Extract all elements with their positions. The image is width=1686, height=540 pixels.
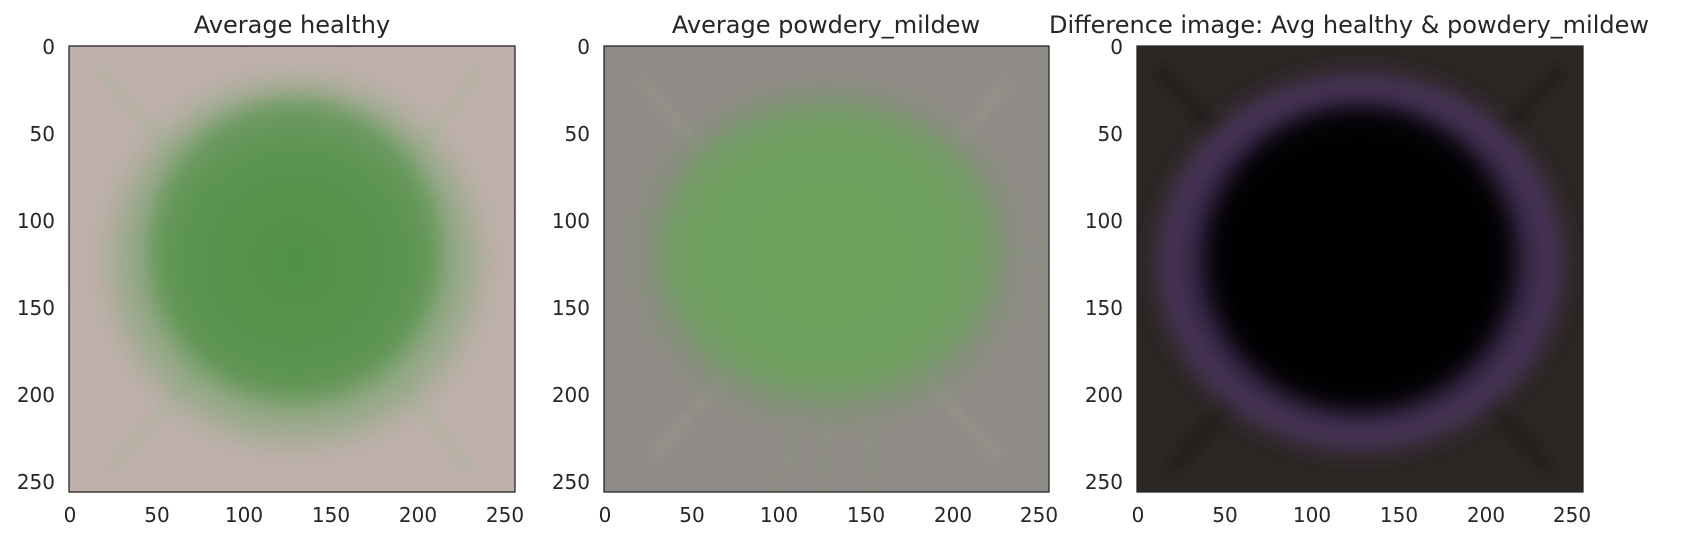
x-tick-label: 50 [1212, 503, 1237, 527]
difference-image [1137, 46, 1583, 492]
x-tick-label: 50 [144, 503, 169, 527]
x-tick-label: 150 [312, 503, 350, 527]
x-tick-label: 200 [934, 503, 972, 527]
panel-difference: Difference image: Avg healthy & powdery_… [1049, 11, 1649, 527]
y-tick-label: 150 [552, 296, 590, 320]
average-powdery-mildew-image [604, 46, 1049, 492]
x-tick-label: 100 [760, 503, 798, 527]
x-tick-label: 50 [679, 503, 704, 527]
y-tick-label: 250 [552, 470, 590, 494]
x-tick-label: 100 [225, 503, 263, 527]
panel-title: Average healthy [194, 11, 390, 39]
x-tick-label: 0 [64, 503, 77, 527]
y-tick-label: 150 [17, 296, 55, 320]
x-tick-label: 150 [1380, 503, 1418, 527]
y-tick-label: 200 [1085, 383, 1123, 407]
y-tick-label: 50 [565, 122, 590, 146]
axes-frame [68, 45, 516, 493]
panel-powdery-mildew: Average powdery_mildew 0 50 100 150 200 … [552, 11, 1058, 527]
y-tick-label: 100 [552, 209, 590, 233]
y-tick-label: 250 [17, 470, 55, 494]
y-tick-label: 250 [1085, 470, 1123, 494]
panel-title: Average powdery_mildew [672, 11, 980, 39]
x-tick-label: 250 [486, 503, 524, 527]
x-tick-label: 250 [1553, 503, 1591, 527]
y-tick-label: 50 [30, 122, 55, 146]
x-tick-label: 0 [599, 503, 612, 527]
panel-title: Difference image: Avg healthy & powdery_… [1049, 11, 1649, 39]
axes-frame [603, 45, 1050, 493]
y-tick-label: 200 [17, 383, 55, 407]
y-tick-label: 0 [577, 35, 590, 59]
x-tick-label: 0 [1132, 503, 1145, 527]
x-tick-label: 100 [1293, 503, 1331, 527]
y-tick-label: 0 [1110, 35, 1123, 59]
x-tick-label: 200 [399, 503, 437, 527]
y-tick-label: 50 [1098, 122, 1123, 146]
panel-healthy: Average healthy 0 50 100 150 200 250 0 5… [17, 11, 524, 527]
x-tick-label: 250 [1020, 503, 1058, 527]
axes-frame [1136, 45, 1584, 493]
x-tick-label: 150 [847, 503, 885, 527]
y-tick-label: 100 [17, 209, 55, 233]
y-tick-label: 150 [1085, 296, 1123, 320]
average-healthy-image [69, 46, 515, 492]
y-tick-label: 200 [552, 383, 590, 407]
y-tick-label: 0 [42, 35, 55, 59]
x-tick-label: 200 [1467, 503, 1505, 527]
y-tick-label: 100 [1085, 209, 1123, 233]
